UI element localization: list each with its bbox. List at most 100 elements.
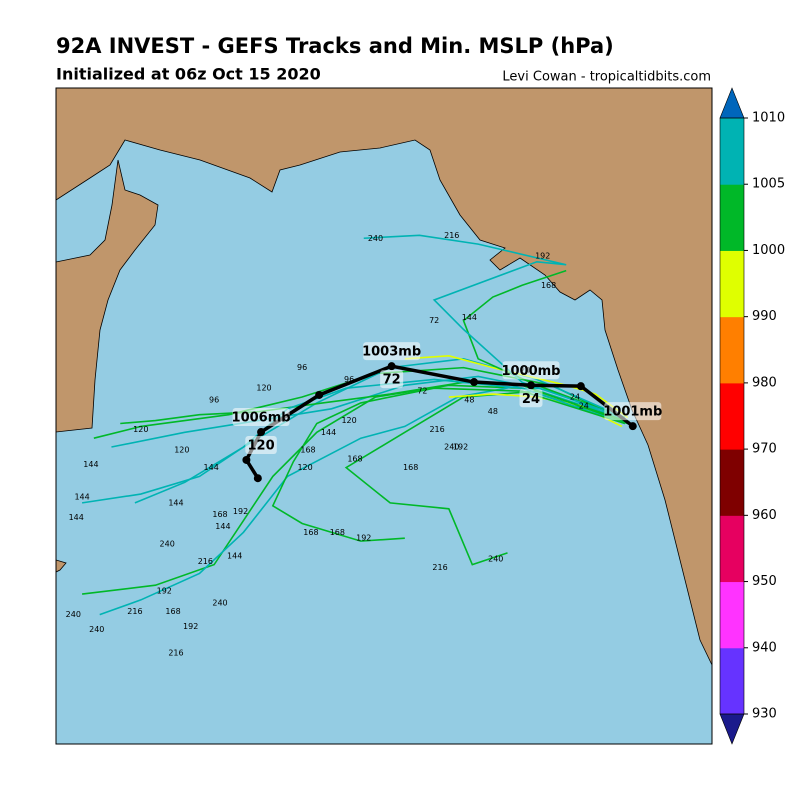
hour-label: 240 — [488, 554, 503, 563]
hour-label: 240 — [212, 598, 227, 607]
hour-label: 144 — [462, 313, 477, 322]
colorbar-label: 950 — [752, 574, 777, 589]
ensemble-track — [271, 387, 626, 542]
hour-label: 240 — [89, 625, 104, 634]
hour-label: 216 — [429, 425, 444, 434]
mean-label: 1006mb — [232, 411, 291, 426]
hour-label: 144 — [74, 493, 89, 502]
mean-label-box — [363, 342, 421, 361]
mean-track: 1001mb 1000mb 24 1003mb 72 1006mb 120 — [232, 342, 662, 483]
hour-label: 168 — [541, 281, 556, 290]
colorbar-band — [720, 581, 744, 649]
hour-label: 96 — [344, 375, 354, 384]
hour-label: 240 — [160, 540, 175, 549]
land-iran-pakistan-india — [56, 88, 712, 666]
hour-label: 24 — [579, 401, 589, 410]
colorbar-band — [720, 250, 744, 318]
colorbar-band — [720, 647, 744, 715]
hour-label: 48 — [464, 395, 474, 404]
mean-label: 1003mb — [362, 345, 421, 360]
colorbar-label: 990 — [752, 309, 777, 324]
colorbar-label: 930 — [752, 707, 777, 722]
land-arabia — [56, 159, 159, 433]
colorbar-band — [720, 184, 744, 251]
mean-label-box — [380, 370, 404, 389]
mean-label-box — [502, 361, 560, 380]
subtitle: Initialized at 06z Oct 15 2020 — [56, 65, 321, 84]
hour-label: 216 — [168, 648, 183, 657]
colorbar-frame — [719, 117, 745, 715]
hour-label: 168 — [300, 445, 315, 454]
colorbar-band — [720, 118, 744, 185]
hour-label: 240 — [444, 443, 459, 452]
hour-label: 120 — [174, 445, 189, 454]
hour-label: 72 — [429, 316, 439, 325]
mean-track-point — [526, 381, 535, 390]
mean-track-point — [470, 378, 479, 387]
map-frame — [55, 87, 713, 745]
mean-label-box — [232, 408, 290, 427]
mean-track-point — [315, 390, 324, 399]
colorbar-over — [719, 87, 745, 119]
colorbar: 930 940 950 960 970 980 990 1000 1005 1010 — [719, 87, 785, 745]
hour-label: 24 — [570, 393, 580, 402]
hour-label: 240 — [368, 234, 383, 243]
hour-label: 144 — [204, 463, 219, 472]
hour-label: 48 — [488, 407, 498, 416]
mean-label: 72 — [383, 373, 401, 388]
hour-label: 168 — [165, 607, 180, 616]
land-somalia — [56, 559, 67, 573]
colorbar-band — [720, 382, 744, 450]
hour-label: 216 — [444, 231, 459, 240]
colorbar-label: 1010 — [752, 111, 785, 126]
mean-label-box — [245, 436, 277, 455]
colorbar-label: 960 — [752, 508, 777, 523]
hour-label: 192 — [157, 587, 172, 596]
ensemble-track — [82, 384, 629, 595]
hour-label: 168 — [403, 463, 418, 472]
hour-label: 216 — [127, 607, 142, 616]
credit: Levi Cowan - tropicaltidbits.com — [502, 70, 711, 85]
mean-label-box — [604, 402, 662, 421]
hour-label: 216 — [198, 557, 213, 566]
colorbar-label: 1000 — [752, 243, 785, 258]
hour-label: 240 — [66, 610, 81, 619]
colorbar-label: 1005 — [752, 177, 785, 192]
ensemble-track — [99, 384, 629, 616]
colorbar-label: 980 — [752, 375, 777, 390]
hour-label: 192 — [453, 443, 468, 452]
colorbar-band — [720, 515, 744, 583]
hour-label: 168 — [347, 454, 362, 463]
mean-label: 1001mb — [603, 405, 662, 420]
hour-label: 192 — [356, 534, 371, 543]
hour-label: 120 — [256, 384, 271, 393]
mean-track-point — [242, 455, 251, 464]
hour-label: 72 — [417, 387, 427, 396]
mean-track-point — [576, 382, 585, 391]
colorbar-under — [719, 713, 745, 745]
hour-label: 120 — [133, 425, 148, 434]
mean-label: 120 — [248, 439, 275, 454]
mean-track-point — [257, 428, 266, 437]
hour-label: 192 — [233, 507, 248, 516]
hour-label: 192 — [535, 251, 550, 260]
mean-label-box — [519, 389, 543, 408]
hour-label: 144 — [168, 498, 183, 507]
mean-label: 1000mb — [501, 364, 560, 379]
hour-label: 168 — [330, 528, 345, 537]
colorbar-band — [720, 449, 744, 516]
colorbar-band — [720, 316, 744, 384]
hour-label: 168 — [303, 528, 318, 537]
title: 92A INVEST - GEFS Tracks and Min. MSLP (… — [56, 34, 614, 58]
hour-label: 216 — [432, 563, 447, 572]
hour-label: 144 — [83, 460, 98, 469]
ensemble-track — [93, 366, 632, 439]
mean-track-point — [628, 422, 637, 431]
hour-label: 96 — [297, 363, 307, 372]
hour-label: 144 — [321, 428, 336, 437]
mean-track-point — [387, 362, 396, 371]
hour-label: 192 — [183, 622, 198, 631]
hour-label: 144 — [227, 551, 242, 560]
hour-label: 144 — [69, 513, 84, 522]
